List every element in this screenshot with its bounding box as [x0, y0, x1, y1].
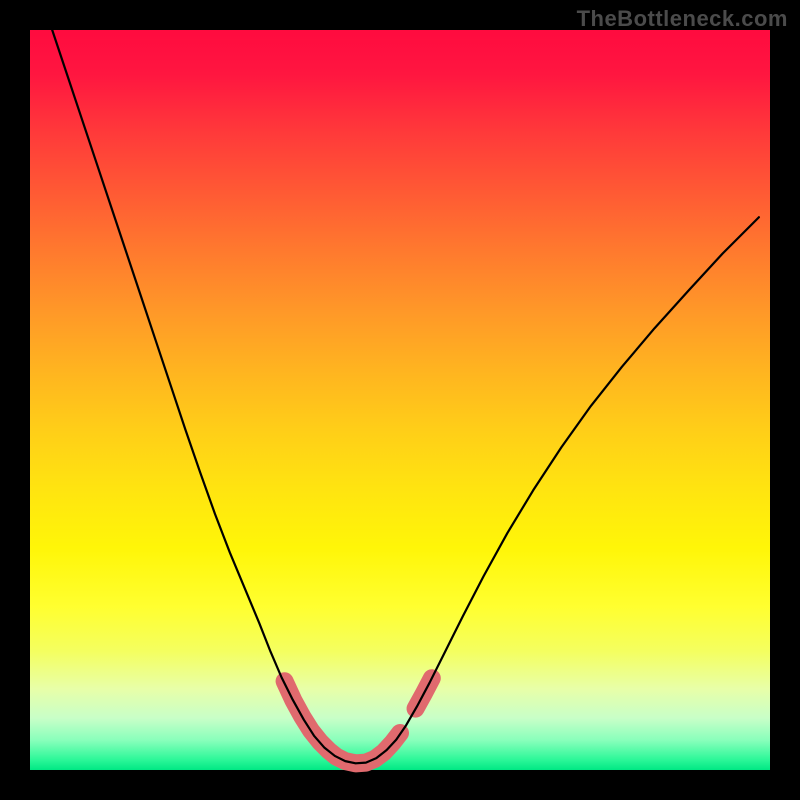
bottleneck-chart-svg — [0, 0, 800, 800]
chart-frame: TheBottleneck.com — [0, 0, 800, 800]
gradient-background — [30, 30, 770, 770]
